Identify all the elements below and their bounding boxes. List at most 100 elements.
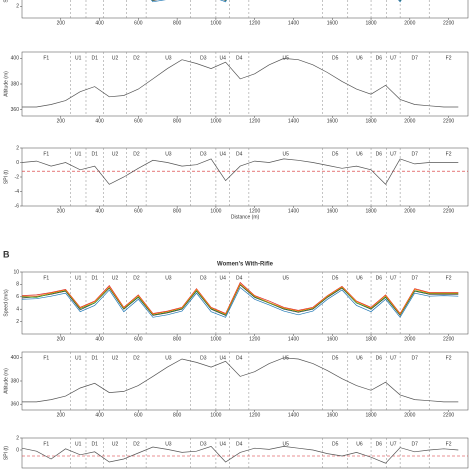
y-tick-label: 380	[11, 81, 20, 87]
y-axis-label: Altitude (m)	[3, 71, 9, 97]
section-label: F1	[43, 355, 49, 361]
plot-frame	[21, 147, 469, 207]
series-line	[22, 357, 459, 403]
section-label: F1	[43, 275, 49, 281]
section-label: U7	[390, 355, 397, 361]
section-label: F2	[446, 441, 452, 447]
section-label: U4	[219, 355, 226, 361]
x-tick-label: 2000	[404, 118, 415, 124]
section-label: U4	[219, 441, 226, 447]
y-tick-label: 400	[11, 56, 20, 62]
x-tick-label: 1800	[365, 118, 376, 124]
x-axis-label: Distance (m)	[231, 214, 260, 220]
section-label: D2	[133, 151, 140, 157]
section-label: U2	[112, 355, 119, 361]
section-label: U2	[112, 441, 119, 447]
section-label: D6	[376, 151, 383, 157]
section-label: D3	[200, 275, 207, 281]
y-axis-label: Altitude (m)	[3, 368, 9, 394]
x-tick-label: 200	[57, 412, 66, 418]
x-tick-label: 1800	[365, 208, 376, 214]
x-tick-label: 1600	[327, 208, 338, 214]
y-tick-label: 400	[11, 355, 20, 361]
section-label: D7	[411, 441, 418, 447]
chart-title: Women's With-Rifle	[217, 262, 274, 268]
x-tick-label: 800	[173, 118, 182, 124]
x-tick-label: 800	[173, 412, 182, 418]
x-tick-label: 2200	[443, 20, 454, 26]
x-tick-label: 200	[57, 118, 66, 124]
y-tick-label: 8	[16, 282, 19, 288]
y-axis-label: Speed (m/s)	[3, 0, 9, 3]
x-tick-label: 1000	[210, 20, 221, 26]
x-tick-label: 1000	[210, 208, 221, 214]
plot-frame	[21, 351, 469, 411]
section-label: D4	[236, 355, 243, 361]
series-line	[22, 283, 459, 315]
section-label: U6	[356, 355, 363, 361]
y-tick-label: -6	[15, 203, 20, 209]
plot-frame	[21, 51, 469, 117]
plot-frame	[21, 271, 469, 335]
section-label: U1	[75, 355, 82, 361]
y-tick-label: 10	[13, 269, 19, 275]
x-tick-label: 800	[173, 208, 182, 214]
x-tick-label: 2200	[443, 118, 454, 124]
series-line	[21, 281, 459, 315]
section-label: U6	[356, 441, 363, 447]
section-label: U5	[283, 355, 290, 361]
section-label: D2	[133, 55, 140, 61]
section-label: D2	[133, 275, 140, 281]
y-tick-label: 0	[16, 447, 19, 453]
section-label: U1	[75, 275, 82, 281]
section-label: D5	[332, 441, 339, 447]
section-label: F2	[446, 275, 452, 281]
x-tick-label: 2200	[443, 336, 454, 342]
section-label: U4	[219, 275, 226, 281]
x-tick-label: 1800	[365, 412, 376, 418]
x-tick-label: 200	[57, 336, 66, 342]
x-tick-label: 800	[173, 20, 182, 26]
section-label: D3	[200, 151, 207, 157]
section-label: D6	[376, 55, 383, 61]
series-line	[150, 0, 402, 3]
section-label: U7	[390, 151, 397, 157]
section-label: U3	[165, 355, 172, 361]
section-label: F1	[43, 151, 49, 157]
x-tick-label: 400	[95, 336, 104, 342]
y-tick-label: 4	[16, 307, 19, 313]
section-label: U3	[165, 151, 172, 157]
section-label: D3	[200, 355, 207, 361]
section-label: D6	[376, 355, 383, 361]
section-label: F1	[43, 441, 49, 447]
section-label: D3	[200, 55, 207, 61]
panel-label: B	[3, 249, 10, 259]
section-label: U3	[165, 55, 172, 61]
x-tick-label: 1200	[249, 208, 260, 214]
x-tick-label: 1400	[288, 208, 299, 214]
section-label: U1	[75, 55, 82, 61]
section-label: U6	[356, 151, 363, 157]
section-label: U1	[75, 151, 82, 157]
y-axis-label: SPI (t)	[3, 446, 9, 461]
x-tick-label: 1200	[249, 336, 260, 342]
section-label: D7	[411, 275, 418, 281]
x-tick-label: 1600	[327, 20, 338, 26]
x-tick-label: 1600	[327, 412, 338, 418]
x-tick-label: 400	[95, 412, 104, 418]
section-label: D4	[236, 151, 243, 157]
section-label: D5	[332, 55, 339, 61]
x-tick-label: 1400	[288, 336, 299, 342]
y-tick-label: 0	[16, 160, 19, 166]
x-tick-label: 1400	[288, 118, 299, 124]
y-tick-label: -4	[15, 189, 20, 195]
series-line	[22, 58, 459, 108]
x-tick-label: 800	[173, 336, 182, 342]
section-label: F1	[43, 55, 49, 61]
x-tick-label: 600	[134, 336, 143, 342]
section-label: U2	[112, 151, 119, 157]
series-line	[21, 283, 459, 316]
y-axis-label: Speed (m/s)	[3, 289, 9, 317]
series-line	[21, 284, 459, 317]
